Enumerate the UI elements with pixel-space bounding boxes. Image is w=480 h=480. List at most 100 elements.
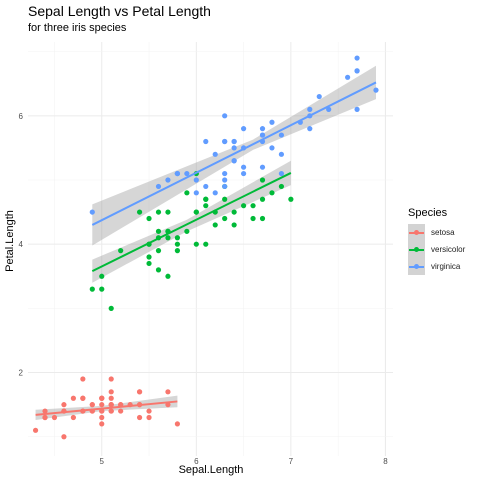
point-setosa [89,402,95,408]
point-versicolor [231,222,237,228]
point-versicolor [99,286,105,292]
point-virginica [184,170,190,177]
point-virginica [240,164,247,170]
point-versicolor [136,209,143,215]
y-tick-label: 2 [19,369,24,378]
point-versicolor [89,286,95,292]
point-setosa [80,395,86,401]
legend-item-virginica: virginica [408,258,465,275]
fit-line-versicolor [91,172,292,273]
point-virginica [373,87,379,93]
point-virginica [259,132,266,138]
point-virginica [269,145,275,151]
point-versicolor [203,196,209,202]
legend-item-versicolor: versicolor [408,241,465,258]
point-setosa [108,408,114,414]
point-versicolor [146,254,152,260]
x-tick-label: 8 [383,457,388,466]
point-virginica [259,164,266,170]
point-virginica [345,74,351,80]
point-virginica [240,170,247,177]
data-points [32,55,379,440]
point-virginica [165,177,171,183]
point-versicolor [99,273,105,279]
point-setosa [80,376,86,382]
legend-item-setosa: setosa [408,224,465,241]
point-setosa [136,414,143,421]
legend-label-setosa: setosa [431,228,455,237]
point-virginica [222,113,228,119]
point-virginica [212,151,218,157]
point-versicolor [193,209,199,215]
point-setosa [99,421,105,427]
axis-tick-labels: 5 6 7 8 2 4 6 [19,112,389,466]
point-versicolor [203,241,209,247]
point-virginica [307,106,313,112]
point-virginica [193,177,199,183]
chart-subtitle: for three iris species [28,22,127,34]
point-virginica [174,170,181,177]
point-versicolor [212,222,218,228]
point-versicolor [155,228,162,234]
point-virginica [155,183,162,190]
point-setosa [99,402,105,408]
y-tick-label: 4 [19,240,24,249]
point-versicolor [184,228,190,234]
point-versicolor [250,203,256,209]
point-versicolor [165,273,171,279]
point-setosa [61,434,67,440]
point-setosa [99,414,105,421]
plot-grid [28,42,393,456]
point-virginica [259,126,266,132]
x-axis-label: Sepal.Length [179,464,244,476]
point-virginica [222,177,228,183]
legend-label-virginica: virginica [431,262,461,271]
point-versicolor [288,196,294,202]
point-setosa [146,408,152,414]
point-setosa [99,408,105,414]
point-setosa [70,395,76,401]
chart-title: Sepal Length vs Petal Length [28,3,211,19]
point-setosa [136,389,143,395]
point-versicolor [203,203,209,209]
point-virginica [231,145,237,151]
confidence-band-virginica [92,65,376,246]
point-versicolor [222,196,228,202]
point-versicolor [184,190,190,196]
point-setosa [99,395,105,401]
point-virginica [354,106,360,112]
legend-label-versicolor: versicolor [431,245,466,254]
legend-key-setosa [408,224,425,241]
point-setosa [51,414,58,421]
point-virginica [222,170,228,177]
point-virginica [212,190,218,196]
point-setosa [42,408,48,414]
point-versicolor [193,241,199,247]
point-versicolor [231,209,237,215]
point-versicolor [269,190,275,196]
point-setosa [146,414,152,421]
x-tick-label: 7 [289,457,294,466]
y-axis-label: Petal.Length [4,210,16,272]
point-versicolor [155,209,162,215]
point-versicolor [108,305,114,311]
point-versicolor [222,215,228,222]
point-setosa [61,402,67,408]
point-setosa [108,389,114,395]
point-virginica [269,119,275,125]
point-versicolor [259,196,266,202]
regression-lines [35,81,377,416]
point-versicolor [146,215,152,222]
point-versicolor [174,235,181,241]
point-setosa [108,402,114,408]
legend-key-virginica [408,258,425,275]
point-virginica [222,183,228,190]
point-versicolor [174,241,181,247]
point-setosa [70,414,76,421]
point-setosa [165,389,171,395]
point-setosa [108,395,114,401]
point-versicolor [278,183,285,190]
point-virginica [326,106,332,112]
point-versicolor [174,248,181,254]
